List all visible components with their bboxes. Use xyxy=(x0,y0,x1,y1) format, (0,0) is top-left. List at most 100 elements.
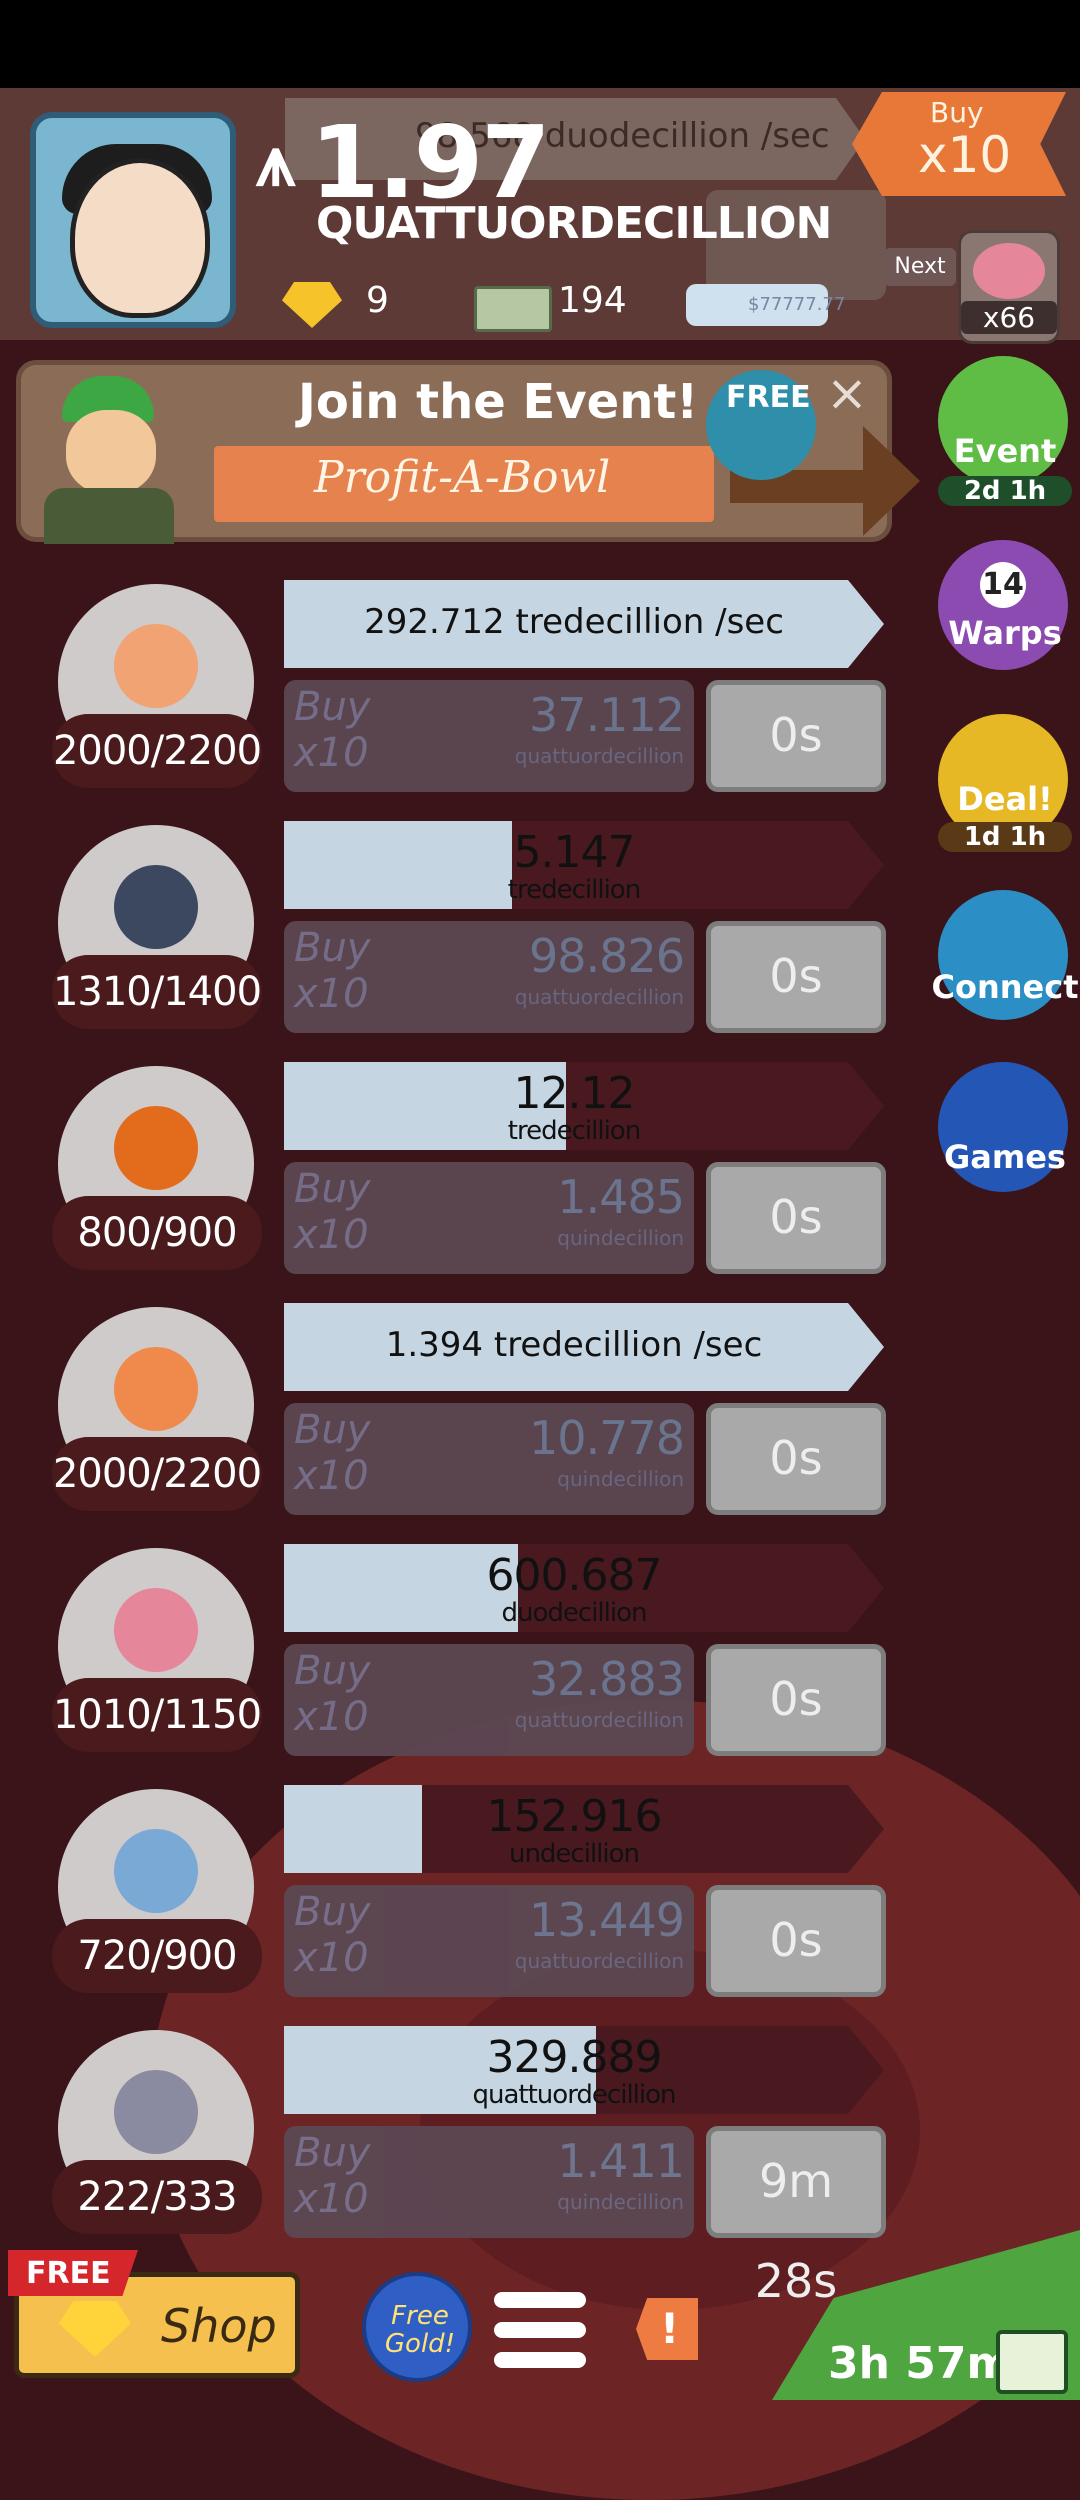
gold-gem-icon xyxy=(59,2301,131,2357)
business-icon xyxy=(114,624,198,708)
free-gold-label: Free Gold! xyxy=(384,2301,456,2359)
timer-button[interactable]: 0s xyxy=(706,680,886,792)
buy-label: Buy xyxy=(294,925,371,971)
progress-fill xyxy=(284,1544,518,1632)
megabucks-count: 194 xyxy=(558,280,627,321)
shop-button[interactable]: Shop xyxy=(14,2272,300,2378)
free-gold-button[interactable]: Free Gold! xyxy=(362,2272,472,2382)
buy-cost-unit: quindecillion xyxy=(557,2190,684,2214)
income-rate: 292.712 tredecillion /sec xyxy=(364,602,784,642)
next-label: Next xyxy=(884,248,956,286)
income-unit: duodecillion xyxy=(501,1598,648,1628)
buy-multiplier-value: x10 xyxy=(918,126,1012,184)
event-title: Join the Event! xyxy=(298,374,699,430)
buy-cost-unit: quattuordecillion xyxy=(514,985,684,1009)
games-button-label: Games xyxy=(944,1138,1066,1176)
business-progress-bar[interactable]: 1.394 tredecillion /sec xyxy=(284,1303,884,1391)
business-count: 800/900 xyxy=(52,1196,262,1270)
income-unit: tredecillion xyxy=(507,875,641,905)
brain-icon xyxy=(973,243,1045,299)
manager-body xyxy=(44,488,174,544)
buy-button[interactable]: Buy x10 98.826 quattuordecillion xyxy=(284,921,694,1033)
money-value: 1.97 xyxy=(310,104,551,221)
event-subtitle-ribbon xyxy=(214,446,714,522)
income-unit: undecillion xyxy=(508,1839,640,1869)
buy-button[interactable]: Buy x10 32.883 quattuordecillion xyxy=(284,1644,694,1756)
business-icon xyxy=(114,865,198,949)
business-progress-bar[interactable]: 329.889 quattuordecillion xyxy=(284,2026,884,2114)
income-value: 12.12 xyxy=(513,1068,636,1119)
progress-fill xyxy=(284,821,512,909)
progress-fill xyxy=(284,1062,566,1150)
event-timer: 2d 1h xyxy=(938,476,1072,506)
free-badge-label: FREE xyxy=(726,380,811,415)
money-unit: QUATTUORDECILLION xyxy=(316,198,832,249)
buy-button[interactable]: Buy x10 13.449 quattuordecillion xyxy=(284,1885,694,1997)
buy-label: Buy xyxy=(294,1889,371,1935)
menu-icon[interactable] xyxy=(494,2292,586,2368)
income-unit: quattuordecillion xyxy=(472,2080,677,2110)
warps-badge: 14 xyxy=(980,562,1026,608)
buy-label: Buy xyxy=(294,2130,371,2176)
event-button-label: Event xyxy=(953,432,1057,470)
business-count: 1310/1400 xyxy=(52,955,262,1029)
business-progress-bar[interactable]: 600.687 duodecillion xyxy=(284,1544,884,1632)
ad-boost-timer[interactable]: 3h 57m xyxy=(772,2230,1080,2400)
next-count: x66 xyxy=(961,301,1057,334)
timer-button[interactable]: 0s xyxy=(706,1885,886,1997)
alert-button[interactable]: ! xyxy=(636,2298,698,2360)
buy-multiplier-button[interactable]: Buy x10 xyxy=(852,92,1066,196)
business-count: 1010/1150 xyxy=(52,1678,262,1752)
games-button[interactable] xyxy=(938,1062,1068,1192)
timer-button[interactable]: 0s xyxy=(706,921,886,1033)
business-count: 2000/2200 xyxy=(52,1437,262,1511)
bill-card-text: $77777.77 xyxy=(748,294,846,315)
buy-button[interactable]: Buy x10 1.411 quindecillion xyxy=(284,2126,694,2238)
business-count: 222/333 xyxy=(52,2160,262,2234)
buy-multiplier: x10 xyxy=(294,1212,369,1258)
timer-button[interactable]: 0s xyxy=(706,1162,886,1274)
warps-button-label: Warps xyxy=(948,614,1062,652)
timer-button[interactable]: 0s xyxy=(706,1644,886,1756)
buy-cost-unit: quattuordecillion xyxy=(514,1949,684,1973)
buy-button[interactable]: Buy x10 1.485 quindecillion xyxy=(284,1162,694,1274)
buy-cost: 1.485 xyxy=(557,1170,685,1224)
buy-button[interactable]: Buy x10 10.778 quindecillion xyxy=(284,1403,694,1515)
income-rate: 1.394 tredecillion /sec xyxy=(385,1325,763,1365)
bill-card-button[interactable]: $77777.77 xyxy=(686,284,845,326)
buy-cost-unit: quindecillion xyxy=(557,1467,684,1491)
timer-button[interactable]: 9m 28s xyxy=(706,2126,886,2308)
business-count: 2000/2200 xyxy=(52,714,262,788)
buy-multiplier: x10 xyxy=(294,730,369,776)
buy-cost: 32.883 xyxy=(529,1652,685,1706)
timer-button[interactable]: 0s xyxy=(706,1403,886,1515)
player-avatar[interactable] xyxy=(30,112,236,328)
ghost-rate-text: 98.568 duodecillion /sec xyxy=(415,116,830,156)
ghost-time-box xyxy=(706,190,886,300)
business-progress-bar[interactable]: 152.916 undecillion xyxy=(284,1785,884,1873)
ad-boost-timer-text: 3h 57m xyxy=(828,2338,1013,2389)
buy-button[interactable]: Buy x10 37.112 quattuordecillion xyxy=(284,680,694,792)
progress-fill xyxy=(284,2026,596,2114)
next-unlock-card[interactable]: x66 xyxy=(958,230,1060,344)
business-progress-bar[interactable]: 12.12 tredecillion xyxy=(284,1062,884,1150)
buy-cost: 37.112 xyxy=(529,688,685,742)
buy-label: Buy xyxy=(294,684,371,730)
business-icon xyxy=(114,1829,198,1913)
close-icon[interactable]: × xyxy=(826,364,868,422)
business-progress-bar[interactable]: 5.147 tredecillion xyxy=(284,821,884,909)
free-ribbon: FREE xyxy=(8,2250,138,2296)
manager-head xyxy=(66,410,156,494)
event-button[interactable] xyxy=(938,356,1068,486)
connect-button[interactable] xyxy=(938,890,1068,1020)
business-progress-bar[interactable]: 292.712 tredecillion /sec xyxy=(284,580,884,668)
deal-button-label: Deal! xyxy=(957,780,1053,818)
buy-multiplier: x10 xyxy=(294,1935,369,1981)
ghost-rate-bar: 98.568 duodecillion /sec xyxy=(285,98,865,180)
buy-cost-unit: quattuordecillion xyxy=(514,744,684,768)
progress-fill xyxy=(284,1303,884,1391)
income-unit: tredecillion xyxy=(507,1116,641,1146)
buy-multiplier: x10 xyxy=(294,1694,369,1740)
buy-cost-unit: quindecillion xyxy=(557,1226,684,1250)
free-badge: FREE xyxy=(706,370,816,480)
